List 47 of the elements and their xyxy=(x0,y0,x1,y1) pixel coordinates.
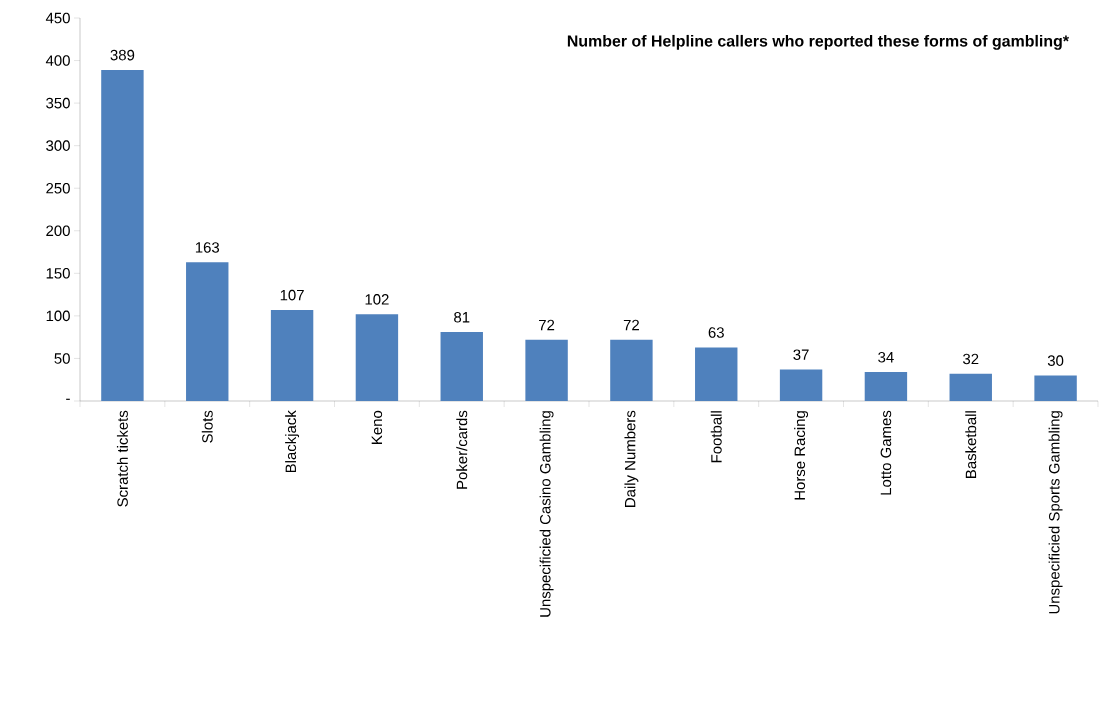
bar xyxy=(101,69,144,401)
x-tick-label: Scratch tickets xyxy=(116,410,128,507)
x-tick-label: Unspecificied Sports Gambling xyxy=(1048,411,1063,614)
x-tick-label: Keno xyxy=(371,410,383,444)
data-label: 34 xyxy=(878,351,894,363)
bar xyxy=(864,372,908,401)
bar xyxy=(355,314,399,401)
bar xyxy=(270,309,314,401)
x-tick-label: Poker/cards xyxy=(456,410,468,489)
y-tick-label: 300 xyxy=(46,140,70,151)
data-label: 163 xyxy=(195,242,220,253)
text: Number of Helpline callers who reported these forms of gambling* xyxy=(567,34,1070,50)
x-tick-label: Horse Racing xyxy=(794,411,809,500)
data-label: 389 xyxy=(110,49,135,61)
x-tick-label: Basketball xyxy=(965,411,977,478)
x-tick-label: Blackjack xyxy=(285,410,300,473)
data-label: 102 xyxy=(365,294,389,305)
x-tick-label: Slots xyxy=(201,410,213,443)
y-tick-label: - xyxy=(66,398,70,400)
y-tick-label: 450 xyxy=(45,12,70,24)
y-tick-label: 150 xyxy=(46,268,70,279)
bar xyxy=(525,339,568,401)
bar xyxy=(779,369,823,401)
bar xyxy=(1034,375,1077,401)
data-label: 72 xyxy=(539,319,555,331)
bar xyxy=(610,339,653,401)
y-tick-label: 200 xyxy=(46,225,70,237)
bar xyxy=(186,262,229,401)
bar xyxy=(695,347,738,401)
data-label: 72 xyxy=(623,319,639,331)
data-label: 107 xyxy=(280,289,304,301)
data-label: 81 xyxy=(454,311,470,323)
x-tick-label: Unspecificied Casino Gambling xyxy=(539,411,554,617)
y-tick-label: 50 xyxy=(54,353,70,364)
data-label: 63 xyxy=(708,327,724,338)
data-label: 32 xyxy=(963,353,979,365)
bar xyxy=(440,332,483,401)
data-label: 30 xyxy=(1047,355,1064,366)
bar xyxy=(949,373,992,401)
y-tick-label: 400 xyxy=(45,55,70,66)
y-tick-label: 100 xyxy=(46,310,70,322)
data-label: 37 xyxy=(793,349,809,360)
x-tick-label: Daily Numbers xyxy=(624,410,639,507)
y-tick-label: 350 xyxy=(46,97,70,109)
x-tick-label: Lotto Games xyxy=(880,410,892,495)
x-tick-label: Football xyxy=(710,411,722,463)
y-tick-label: 250 xyxy=(46,182,70,194)
